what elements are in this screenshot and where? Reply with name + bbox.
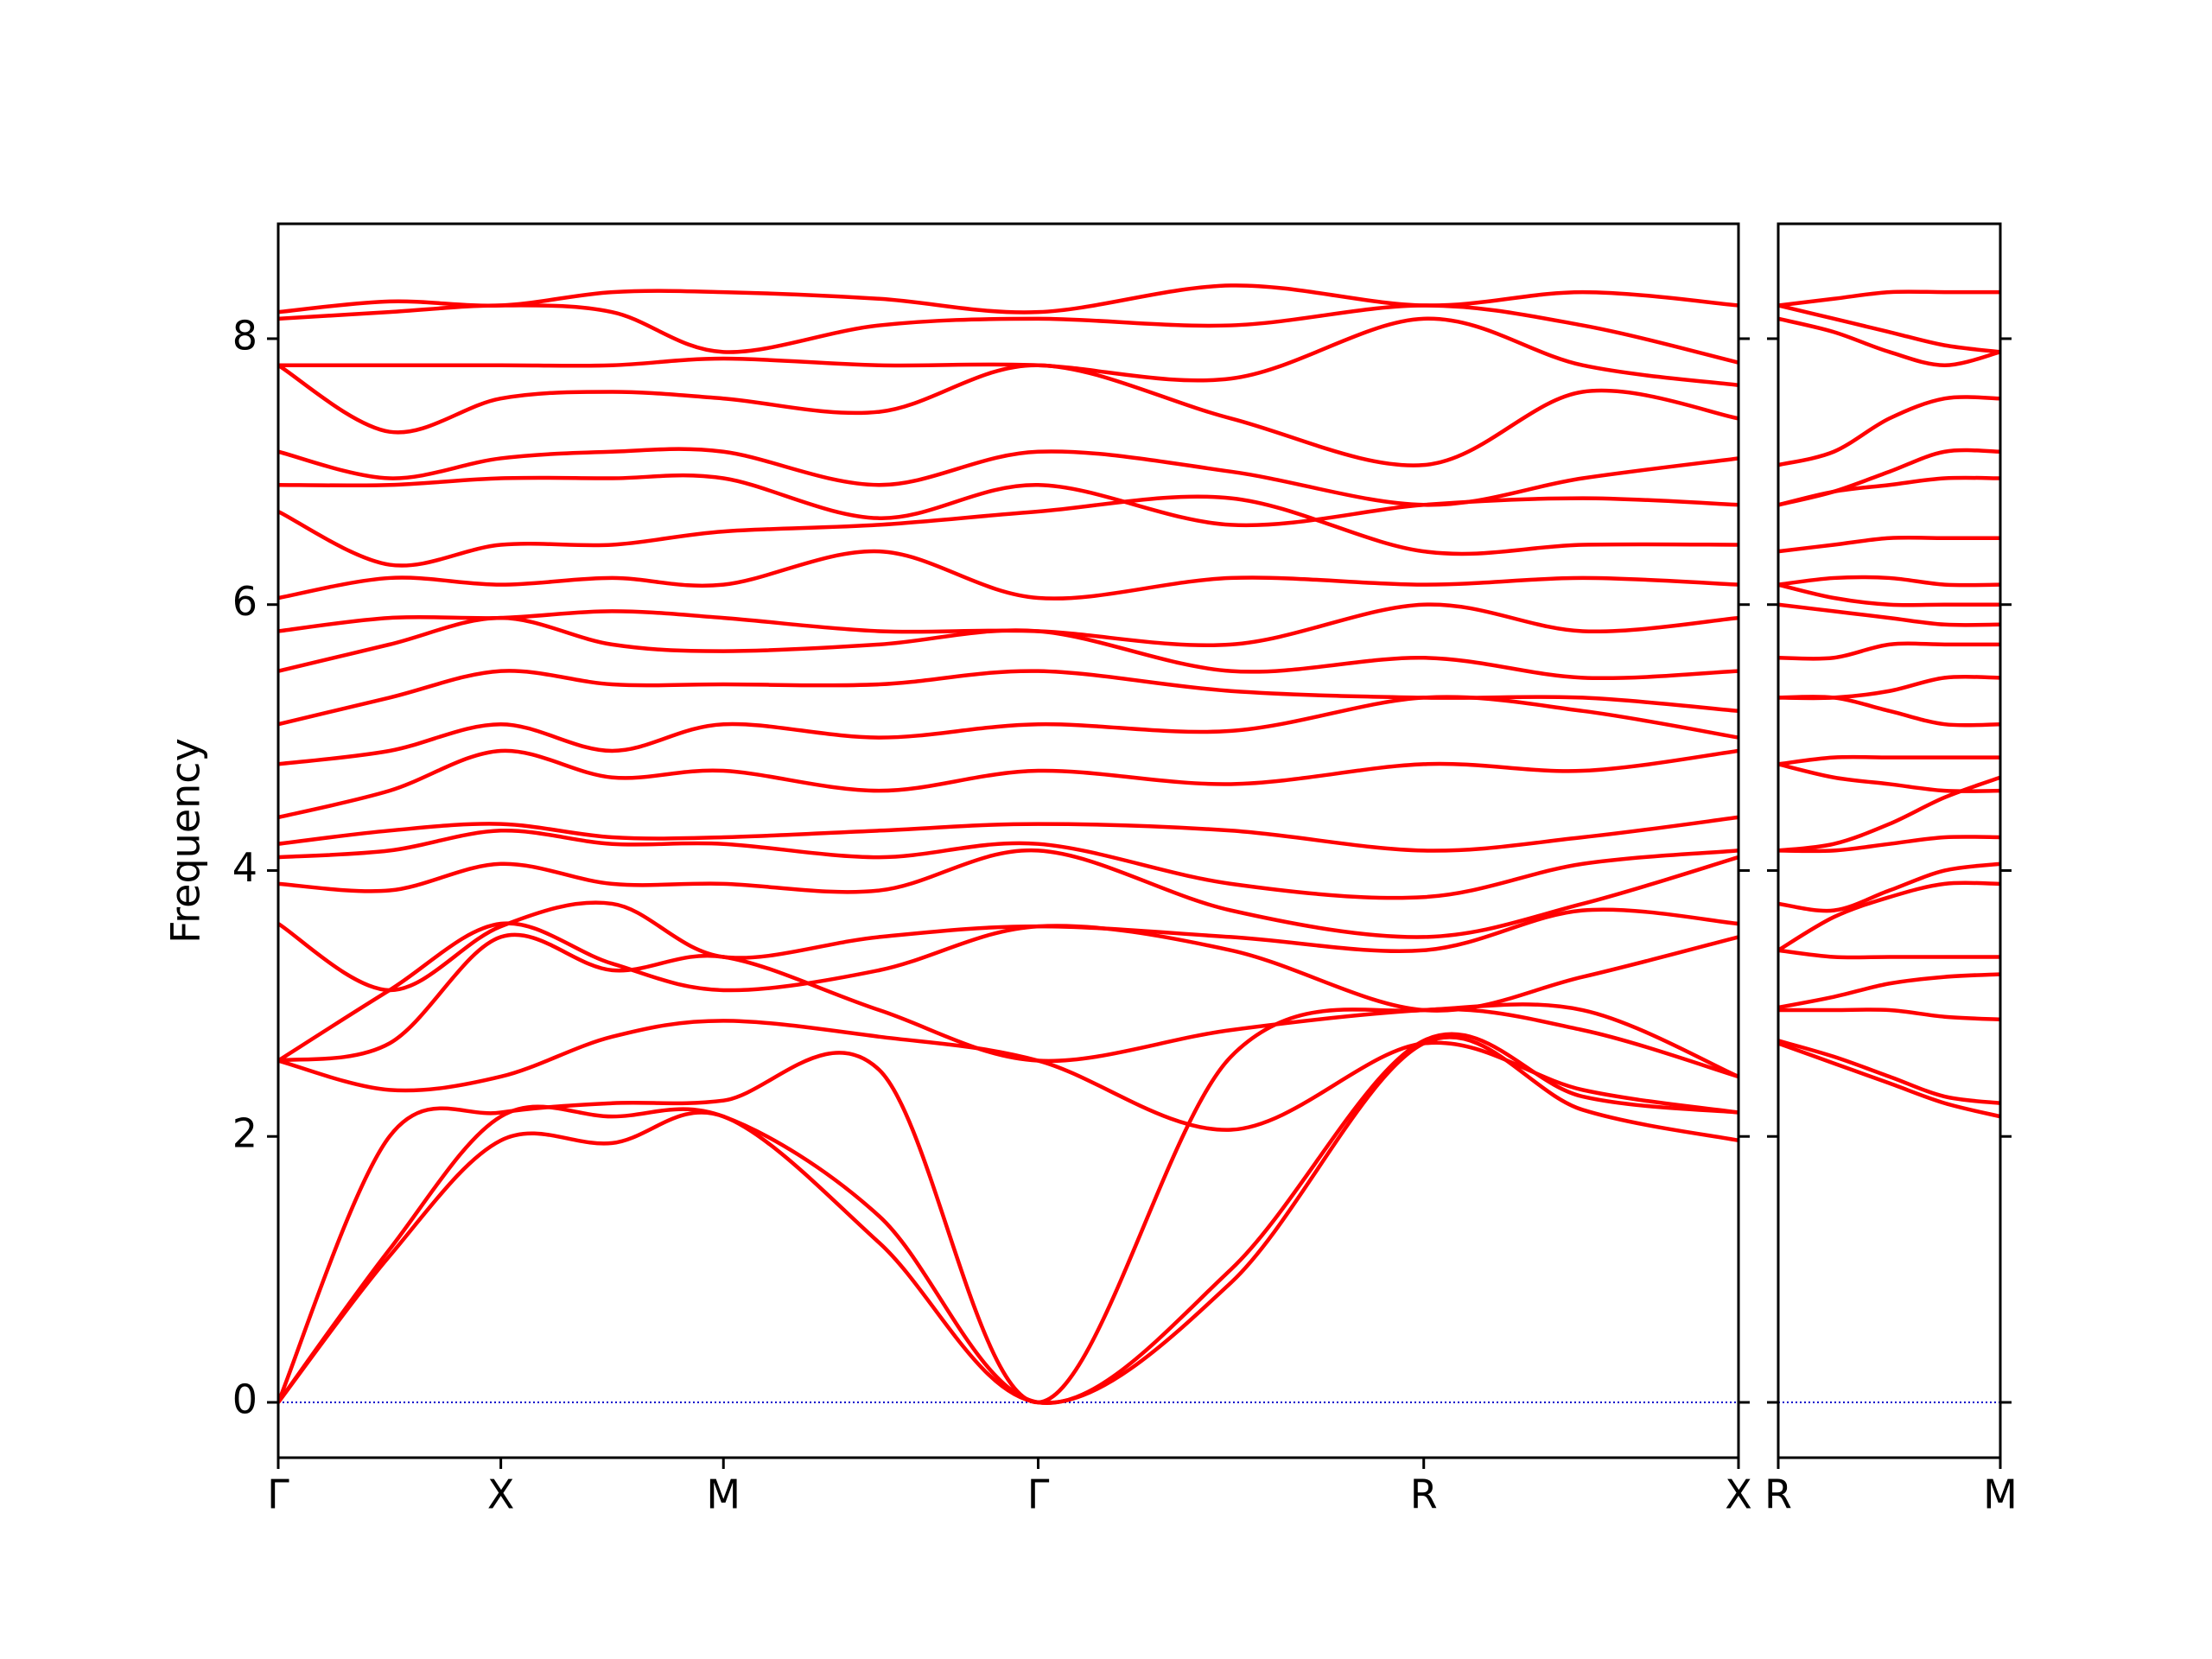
band-line <box>1778 674 2000 701</box>
band-line <box>1778 395 2000 467</box>
y-tick-label: 4 <box>232 844 257 891</box>
x-tick-label: Γ <box>1027 1471 1050 1518</box>
band-line <box>1778 448 2000 507</box>
band-line <box>278 549 1738 601</box>
band-line <box>1778 861 2000 913</box>
band-line <box>278 921 1738 1063</box>
band-line <box>1778 1041 2000 1119</box>
band-line <box>1778 880 2000 952</box>
band-line <box>278 1032 1738 1405</box>
band-line <box>1778 475 2000 507</box>
band-line <box>278 615 1738 681</box>
plot-frame <box>1777 222 2002 1459</box>
x-tick-label: X <box>487 1471 515 1518</box>
band-line <box>1778 316 2000 367</box>
band-line <box>1778 754 2000 766</box>
band-line <box>278 829 1738 900</box>
band-line <box>1778 775 2000 853</box>
x-tick-label: M <box>706 1471 741 1518</box>
band-line <box>1778 1039 2000 1105</box>
band-line <box>278 1035 1738 1405</box>
y-axis-label: Frequency <box>162 738 209 944</box>
band-line <box>1778 762 2000 793</box>
band-line <box>278 447 1738 507</box>
band-line <box>278 932 1738 1079</box>
x-tick-label: X <box>1725 1471 1752 1518</box>
y-tick-label: 8 <box>232 312 257 359</box>
band-line <box>278 283 1738 315</box>
y-tick-label: 6 <box>232 578 257 625</box>
x-tick-label: R <box>1764 1471 1792 1518</box>
band-line <box>1778 948 2000 960</box>
x-tick-label: M <box>1983 1471 2018 1518</box>
band-line <box>1778 695 2000 728</box>
y-tick-label: 0 <box>232 1376 257 1422</box>
band-line <box>1778 303 2000 354</box>
band-line <box>1778 972 2000 1010</box>
band-line <box>278 473 1738 528</box>
band-line <box>278 363 1738 467</box>
band-line <box>278 602 1738 648</box>
band-line <box>1778 602 2000 627</box>
band-line <box>278 1019 1738 1132</box>
x-tick-label: R <box>1410 1471 1438 1518</box>
band-line <box>278 695 1738 766</box>
band-line <box>278 494 1738 568</box>
band-line <box>1778 582 2000 607</box>
band-line <box>278 848 1738 939</box>
band-line <box>278 815 1738 853</box>
band-line <box>1778 289 2000 308</box>
band-line <box>278 748 1738 820</box>
band-line <box>1778 1007 2000 1022</box>
band-line <box>1778 835 2000 854</box>
plot-frame <box>276 222 1740 1459</box>
band-line <box>278 669 1738 727</box>
band-line <box>1778 575 2000 588</box>
band-line <box>1778 535 2000 554</box>
band-line <box>278 900 1738 993</box>
band-line <box>1778 641 2000 661</box>
x-tick-label: Γ <box>267 1471 289 1518</box>
band-line <box>278 316 1738 388</box>
y-tick-label: 2 <box>232 1110 257 1157</box>
